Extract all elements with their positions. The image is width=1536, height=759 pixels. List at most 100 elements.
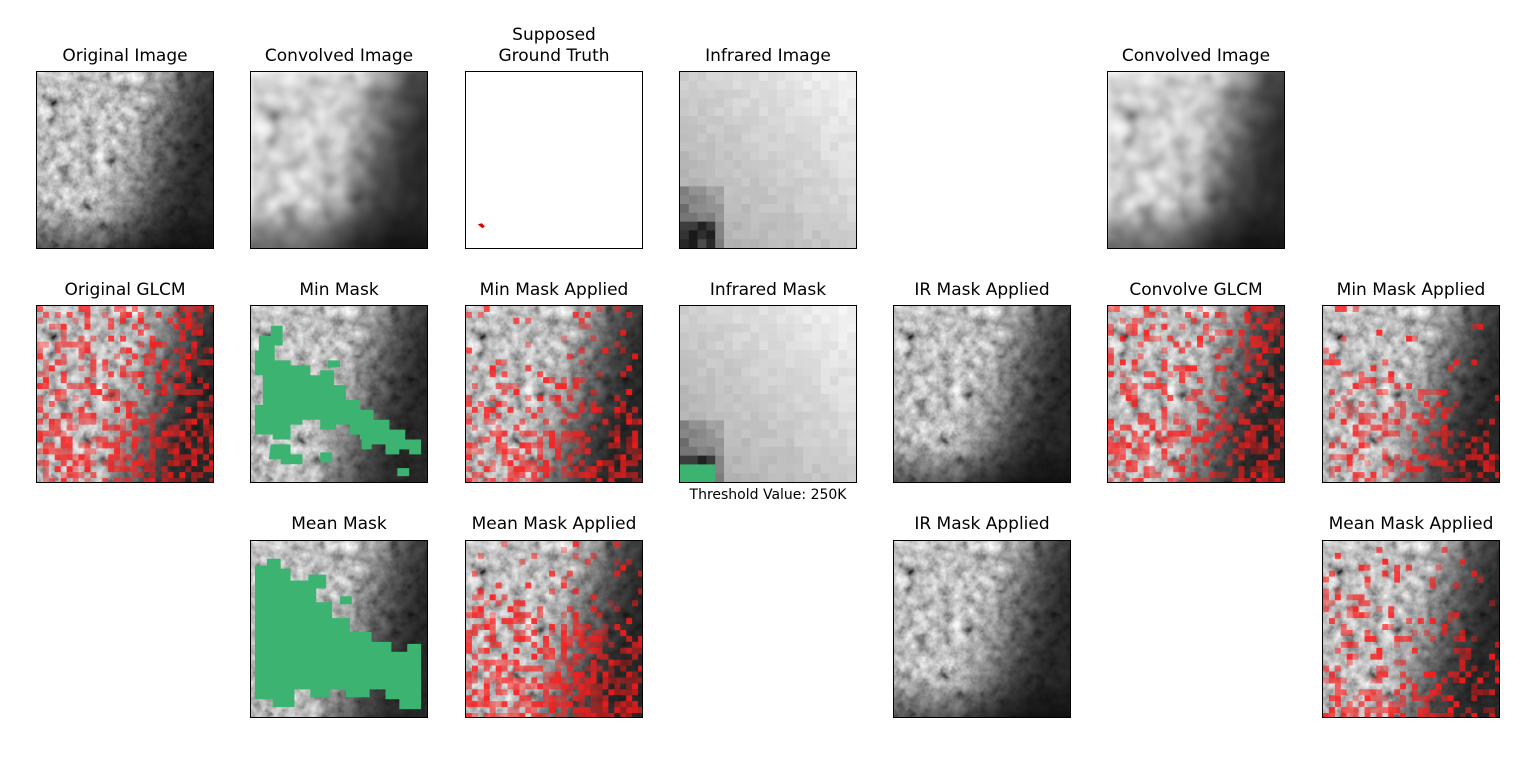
ir-pixel — [697, 142, 707, 152]
red-overlay-cell — [60, 430, 67, 437]
red-overlay-cell — [489, 460, 496, 467]
ir-pixel — [776, 72, 786, 82]
ir-pixel — [776, 177, 786, 187]
red-overlay-cell — [1394, 400, 1401, 407]
red-overlay-cell — [626, 365, 633, 372]
red-overlay-cell — [602, 624, 609, 630]
red-overlay-cell — [1268, 323, 1275, 330]
red-overlay-cell — [632, 683, 639, 690]
red-overlay-cell — [1435, 689, 1442, 696]
ir-pixel — [732, 72, 742, 82]
red-overlay-cell — [84, 341, 91, 348]
ir-pixel — [741, 420, 751, 430]
red-overlay-cell — [477, 436, 484, 443]
red-overlay-cell — [1364, 418, 1371, 425]
ir-pixel — [724, 367, 734, 377]
ir-pixel — [838, 142, 848, 152]
red-overlay-cell — [1388, 701, 1395, 708]
red-overlay-cell — [1364, 442, 1371, 449]
ir-pixel — [732, 80, 742, 90]
red-overlay-cell — [519, 635, 526, 642]
red-overlay-cell — [167, 448, 174, 455]
ir-pixel — [803, 402, 813, 412]
red-overlay-cell — [1495, 641, 1499, 648]
red-overlay-cell — [1400, 412, 1407, 419]
red-overlay-cell — [495, 641, 502, 648]
red-overlay-cell — [1119, 371, 1126, 378]
red-overlay-cell — [543, 671, 550, 678]
ir-pixel — [688, 314, 698, 324]
red-overlay-cell — [78, 383, 85, 390]
title-min-mask: Min Mask — [299, 280, 379, 300]
ir-pixel — [732, 429, 742, 439]
red-overlay-cell — [1370, 707, 1377, 714]
ir-pixel — [829, 473, 839, 482]
red-overlay-cell — [54, 424, 61, 431]
red-overlay-cell — [137, 329, 144, 336]
ir-pixel — [724, 411, 734, 421]
red-overlay-cell — [1244, 478, 1251, 482]
ir-pixel — [732, 116, 742, 126]
ir-pixel — [715, 230, 725, 240]
mean-mask-image — [251, 541, 427, 717]
ir-pixel — [680, 168, 690, 178]
red-overlay-cell — [1262, 406, 1269, 413]
ir-pixel — [820, 394, 830, 404]
red-overlay-cell — [495, 659, 502, 666]
red-overlay-cell — [602, 683, 609, 690]
red-overlay-cell — [209, 306, 213, 312]
ir-pixel — [732, 438, 742, 448]
red-overlay-cell — [495, 701, 502, 708]
red-overlay-cell — [108, 454, 115, 461]
red-overlay-cell — [513, 600, 520, 607]
red-overlay-cell — [1435, 683, 1442, 690]
red-overlay-cell — [1167, 430, 1174, 437]
red-overlay-cell — [185, 389, 192, 395]
red-overlay-cell — [155, 442, 162, 449]
red-overlay-cell — [42, 466, 49, 473]
ir-pixel — [732, 332, 742, 342]
ir-pixel — [759, 438, 769, 448]
ir-pixel — [794, 429, 804, 439]
ir-pixel — [768, 350, 778, 360]
red-overlay-cell — [173, 371, 180, 378]
red-overlay-cell — [60, 448, 67, 455]
ir-pixel — [829, 438, 839, 448]
red-overlay-cell — [1238, 418, 1245, 425]
red-overlay-cell — [1161, 323, 1168, 330]
ir-pixel — [724, 429, 734, 439]
red-overlay-cell — [626, 618, 633, 625]
red-overlay-cell — [1471, 635, 1478, 642]
red-overlay-cell — [1149, 335, 1156, 342]
red-overlay-cell — [1196, 377, 1203, 384]
red-overlay-cell — [114, 478, 121, 482]
red-overlay-cell — [513, 478, 520, 482]
red-overlay-cell — [209, 442, 213, 449]
red-overlay-cell — [1268, 394, 1275, 401]
red-overlay-cell — [590, 629, 597, 636]
red-overlay-cell — [1226, 430, 1233, 437]
red-overlay-cell — [1250, 466, 1257, 473]
red-overlay-cell — [549, 588, 555, 595]
red-overlay-cell — [1376, 389, 1383, 395]
red-overlay-cell — [173, 383, 180, 390]
red-overlay-cell — [566, 701, 573, 708]
red-overlay-cell — [560, 689, 567, 696]
red-overlay-cell — [632, 701, 639, 708]
red-overlay-cell — [1376, 713, 1383, 717]
red-overlay-cell — [525, 635, 532, 642]
red-overlay-cell — [1459, 558, 1466, 565]
red-overlay-cell — [1220, 394, 1227, 401]
ir-pixel — [688, 204, 698, 214]
red-overlay-cell — [620, 647, 627, 654]
red-overlay-cell — [42, 448, 49, 455]
red-overlay-cell — [1250, 430, 1257, 437]
red-overlay-cell — [1394, 689, 1401, 696]
red-overlay-cell — [572, 472, 579, 479]
red-overlay-cell — [1262, 347, 1269, 354]
red-overlay-cell — [1268, 306, 1275, 312]
red-overlay-cell — [1358, 383, 1365, 390]
red-overlay-cell — [1406, 383, 1412, 390]
ir-pixel — [732, 385, 742, 395]
red-overlay-cell — [531, 629, 538, 636]
